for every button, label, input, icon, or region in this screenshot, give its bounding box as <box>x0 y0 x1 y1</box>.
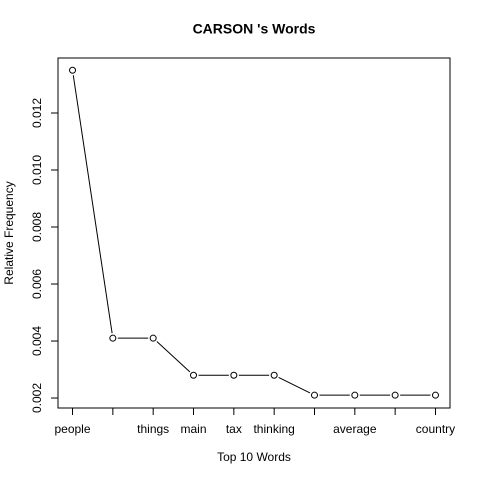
y-tick-label: 0.012 <box>30 98 44 128</box>
point <box>190 371 198 379</box>
x-tick-label: average <box>333 422 377 436</box>
line-segment <box>72 75 113 334</box>
point <box>351 391 359 399</box>
x-tick-label: people <box>54 422 90 436</box>
y-tick-label: 0.002 <box>30 383 44 413</box>
y-tick-label: 0.004 <box>30 326 44 356</box>
point <box>230 371 238 379</box>
x-tick-label: tax <box>226 422 242 436</box>
line-segment <box>278 376 311 394</box>
chart-title: CARSON 's Words <box>193 21 316 37</box>
point <box>391 391 399 399</box>
x-axis-label: Top 10 Words <box>217 450 291 464</box>
y-axis-label: Relative Frequency <box>2 181 16 284</box>
plot-box <box>57 57 451 409</box>
point <box>270 371 278 379</box>
x-tick-label: thinking <box>253 422 294 436</box>
point <box>109 334 117 342</box>
x-tick-label: country <box>416 422 455 436</box>
point <box>431 391 439 399</box>
y-tick-label: 0.008 <box>30 212 44 242</box>
line-segment <box>156 341 191 373</box>
y-tick-label: 0.006 <box>30 269 44 299</box>
point <box>149 334 157 342</box>
x-tick-label: things <box>137 422 169 436</box>
y-tick-label: 0.010 <box>30 155 44 185</box>
point <box>69 66 77 74</box>
point <box>310 391 318 399</box>
x-tick-label: main <box>180 422 206 436</box>
